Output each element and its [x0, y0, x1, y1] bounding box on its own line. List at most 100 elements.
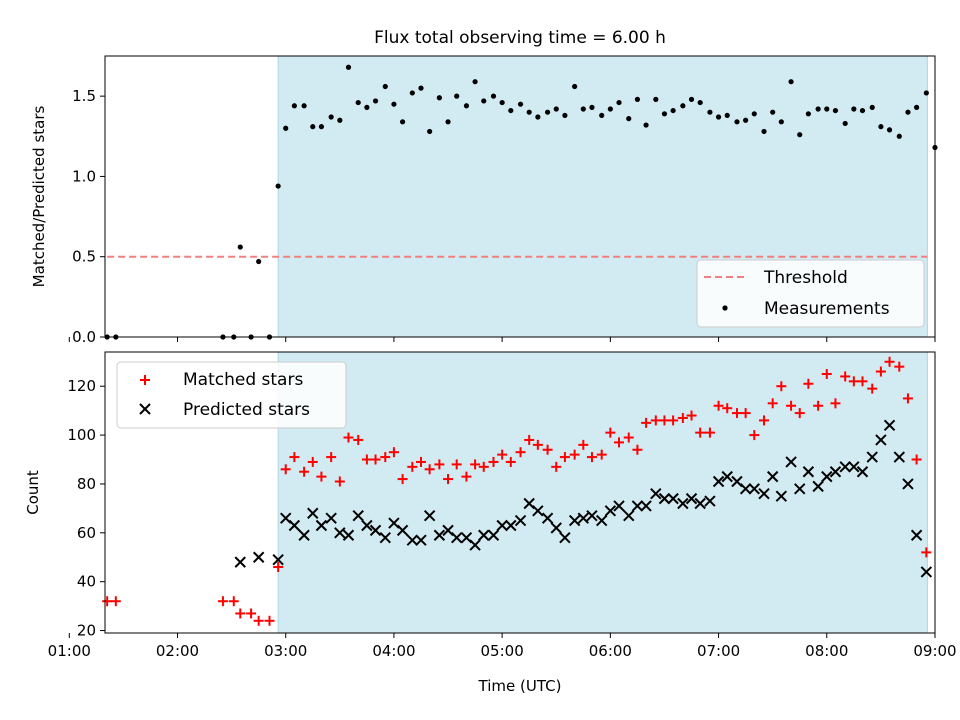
- measurement-point: [544, 109, 551, 115]
- x-marker-b: [704, 495, 716, 507]
- predicted-star-point: [694, 497, 706, 510]
- predicted-star-point: [712, 475, 725, 488]
- matched-star-point: [578, 439, 589, 450]
- matched-star-point: [759, 415, 770, 426]
- x-marker-b: [758, 488, 770, 500]
- x-marker-b: [866, 451, 878, 463]
- measurement-point: [237, 244, 243, 250]
- measurement-point: [896, 133, 902, 139]
- matched-legend-label: Matched stars: [183, 370, 303, 390]
- x-marker-b: [361, 519, 373, 532]
- measurement-point: [761, 128, 767, 135]
- matched-star-point: [334, 476, 345, 487]
- matched-star-point: [316, 471, 327, 482]
- matched-star-point: [488, 456, 499, 467]
- predicted-star-point: [234, 556, 246, 568]
- measurement-point: [472, 79, 478, 85]
- predicted-star-point: [677, 497, 689, 510]
- predicted-star-point: [532, 505, 544, 517]
- predicted-star-point: [352, 510, 364, 522]
- x-marker-b: [315, 519, 328, 532]
- x-marker-b: [893, 451, 905, 463]
- measurement-point: [337, 117, 343, 123]
- predicted-star-point: [658, 492, 671, 505]
- x-marker-b: [478, 529, 490, 541]
- matched-star-point: [786, 400, 797, 411]
- predicted-star-point: [640, 500, 652, 512]
- x-marker-b: [369, 524, 382, 537]
- predicted-star-point: [613, 500, 625, 512]
- x-marker-b: [856, 466, 869, 478]
- predicted-star-point: [415, 534, 427, 546]
- measurement-point: [869, 104, 875, 110]
- predicted-star-point: [379, 531, 391, 544]
- x-marker-b: [568, 514, 581, 527]
- predicted-star-point: [496, 519, 508, 532]
- matched-star-point: [659, 415, 670, 426]
- x-marker-b: [325, 512, 337, 524]
- threshold-legend-label: Threshold: [763, 268, 848, 288]
- predicted-star-point: [893, 451, 905, 463]
- x-marker-b: [875, 434, 887, 446]
- predicted-star-point: [325, 512, 337, 524]
- x-marker-b: [550, 522, 562, 534]
- predicted-star-point: [514, 514, 527, 527]
- matched-star-point: [559, 452, 570, 463]
- x-marker-b: [848, 461, 860, 473]
- matched-star-point: [326, 452, 337, 463]
- matched-star-point: [253, 615, 264, 626]
- predicted-star-point: [334, 527, 346, 539]
- matched-star-point: [794, 408, 805, 419]
- predicted-star-point: [487, 529, 500, 541]
- matched-star-point: [497, 449, 508, 460]
- x-marker-b: [433, 529, 446, 541]
- x-marker-b: [721, 470, 733, 483]
- ratio-x-ticks: [68, 337, 936, 342]
- matched-star-point: [902, 393, 913, 404]
- x-marker-b: [388, 517, 400, 529]
- matched-star-point: [246, 608, 257, 619]
- measurement-point: [328, 114, 334, 120]
- measurement-point: [275, 183, 281, 189]
- predicted-star-point: [650, 488, 662, 500]
- matched-star-point: [921, 547, 932, 558]
- measurement-point: [707, 109, 713, 115]
- measurement-point: [626, 116, 632, 122]
- measurement-point: [770, 109, 776, 115]
- measurement-point: [418, 85, 424, 91]
- measurement-point: [553, 106, 559, 112]
- measurement-point: [788, 79, 794, 85]
- measurement-point: [301, 103, 307, 109]
- x-marker-b: [785, 456, 797, 468]
- x-marker-b: [496, 519, 508, 532]
- ratio-plot-area: [104, 64, 938, 340]
- x-marker-b: [586, 510, 598, 522]
- matched-star-point: [731, 408, 742, 419]
- predicted-star-point: [739, 483, 752, 495]
- measurement-point: [607, 106, 613, 112]
- count-x-ticks: 01:00 02:00 03:00 04:00 05:00 06:00 07:00 08:00…: [48, 633, 957, 660]
- predicted-star-point: [920, 566, 933, 578]
- x-tick-label: 05:00: [481, 642, 524, 660]
- predicted-star-point: [342, 529, 355, 541]
- x-tick-label: 06:00: [589, 642, 632, 660]
- measurement-point: [859, 107, 866, 114]
- matched-star-point: [461, 471, 472, 482]
- matched-star-point: [110, 596, 121, 607]
- predicted-star-point: [307, 507, 319, 519]
- measurement-point: [634, 96, 641, 102]
- measurement-point: [445, 119, 451, 125]
- measurement-point: [680, 103, 686, 109]
- matched-star-point: [596, 449, 607, 460]
- predicted-star-point: [685, 492, 698, 505]
- predicted-star-point: [423, 510, 436, 522]
- predicted-star-point: [272, 553, 284, 566]
- predicted-star-point: [667, 492, 679, 505]
- predicted-star-point: [604, 505, 617, 517]
- x-marker-b: [667, 492, 679, 505]
- x-marker-b: [623, 510, 635, 522]
- measurement-point: [842, 120, 848, 127]
- y-tick-label: 20: [77, 622, 96, 640]
- x-marker-b: [442, 524, 454, 537]
- predicted-star-point: [875, 434, 887, 446]
